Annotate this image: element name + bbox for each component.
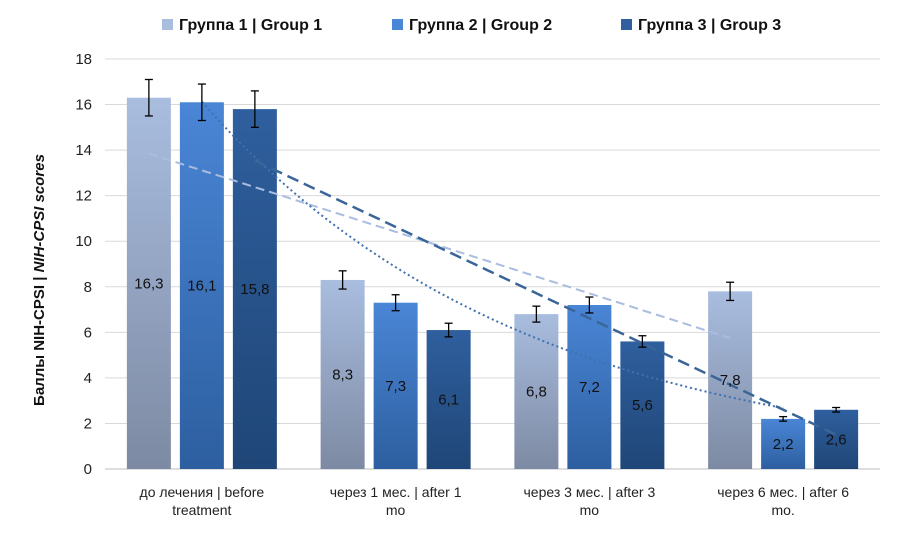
error-bar: [638, 335, 647, 348]
error-bar: [250, 90, 259, 128]
data-label: 7,2: [579, 379, 600, 396]
error-bar: [338, 270, 347, 290]
bar: [373, 302, 418, 469]
error-bar: [779, 415, 788, 422]
bar: [320, 279, 365, 469]
data-label: 15,8: [240, 281, 269, 298]
legend-label: Группа 2 | Group 2: [409, 17, 552, 34]
legend-label: Группа 1 | Group 1: [179, 17, 322, 34]
legend-item: Группа 3 | Group 3: [621, 17, 781, 34]
error-bar: [197, 83, 206, 122]
bar: [232, 109, 277, 469]
x-category-label: до лечения | before treatment: [140, 484, 265, 518]
error-bar: [391, 294, 400, 312]
legend-swatch: [162, 19, 173, 30]
error-bar: [144, 78, 153, 117]
legend-swatch: [621, 19, 632, 30]
y-tick-label: 18: [75, 51, 92, 68]
data-label: 16,3: [134, 275, 163, 292]
y-tick-label: 6: [84, 324, 92, 341]
error-bar: [726, 281, 735, 302]
bar: [514, 314, 559, 469]
y-tick-label: 12: [75, 188, 92, 205]
trendline: [201, 101, 784, 409]
data-label: 16,1: [187, 278, 216, 295]
data-label: 7,3: [385, 378, 406, 395]
bar: [567, 305, 612, 469]
bar: [620, 341, 665, 469]
x-category-label: через 1 мес. | after 1 mo: [330, 484, 462, 518]
y-tick-label: 2: [84, 415, 92, 432]
bar: [179, 102, 224, 470]
legend-label: Группа 3 | Group 3: [638, 17, 781, 34]
data-label: 8,3: [332, 366, 353, 383]
y-tick-label: 10: [75, 233, 92, 250]
y-tick-label: 4: [84, 370, 92, 387]
bar: [814, 409, 859, 469]
legend-item: Группа 1 | Group 1: [162, 17, 322, 34]
y-tick-label: 0: [84, 461, 92, 478]
trendline: [148, 152, 731, 339]
legend-item: Группа 2 | Group 2: [392, 17, 552, 34]
y-tick-label: 14: [75, 142, 92, 159]
x-category-label: через 6 мес. | after 6 mo.: [717, 484, 849, 518]
data-label: 6,1: [438, 392, 459, 409]
data-label: 6,8: [526, 384, 547, 401]
data-label: 2,6: [826, 431, 847, 448]
data-label: 5,6: [632, 397, 653, 414]
bar: [126, 97, 171, 469]
data-label: 7,8: [720, 372, 741, 389]
error-bar: [585, 296, 594, 314]
x-category-label: через 3 мес. | after 3 mo: [524, 484, 656, 518]
bar: [708, 291, 753, 469]
legend-swatch: [392, 19, 403, 30]
error-bar: [444, 322, 453, 338]
data-label: 2,2: [773, 436, 794, 453]
error-bar: [832, 406, 841, 413]
bar: [761, 418, 806, 469]
bar: [426, 330, 471, 469]
y-tick-label: 8: [84, 279, 92, 296]
error-bar: [532, 305, 541, 323]
y-axis-title: Баллы NIH-CPSI | NIH-CPSI scores: [31, 154, 48, 406]
y-tick-label: 16: [75, 97, 92, 114]
